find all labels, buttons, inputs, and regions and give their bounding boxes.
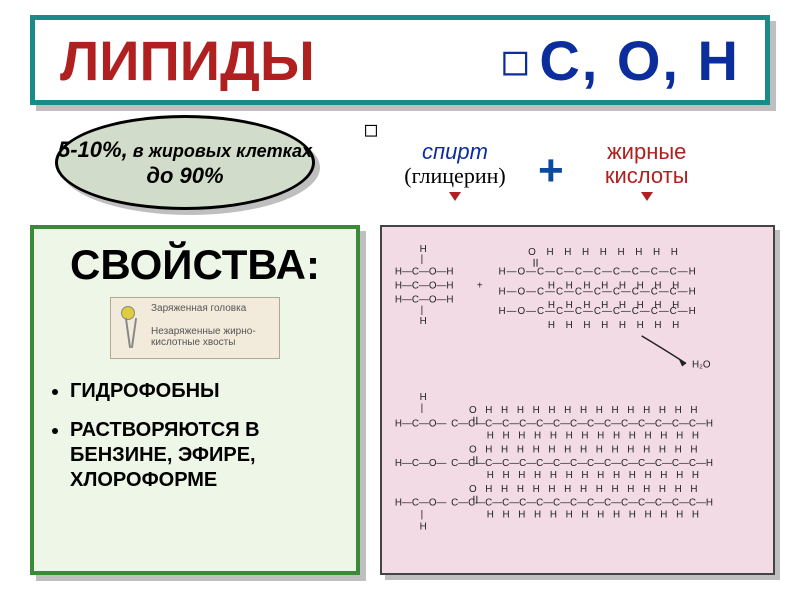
svg-text:O H H H H H H H H H H H H H: O H H H H H H H H H H H H H H	[469, 444, 701, 455]
title-box: ЛИПИДЫ □С, О, Н	[30, 15, 770, 105]
oval-line2: до 90%	[146, 163, 223, 189]
svg-text:H: H	[420, 521, 427, 532]
svg-text:+: +	[477, 280, 483, 291]
list-item: РАСТВОРЯЮТСЯ В БЕНЗИНЕ, ЭФИРЕ, ХЛОРОФОРМ…	[70, 418, 342, 493]
title-square-icon: □	[503, 38, 529, 84]
phospholipid-icon: Заряженная головка Незаряженные жирно-ки…	[110, 297, 280, 359]
svg-text:H—O—C—C—C—C—C—C—C—C—H: H—O—C—C—C—C—C—C—C—C—H	[499, 306, 697, 317]
svg-text:H—C—O—: H—C—O—	[395, 419, 447, 430]
svg-text:|: |	[421, 254, 424, 265]
component-labels: спирт (глицерин) + жирные кислоты	[380, 140, 775, 201]
alcohol-label: спирт (глицерин)	[380, 140, 530, 201]
oval-line1: 5-10%, в жировых клетках	[58, 137, 312, 163]
svg-text:C—C—C—C—C—C—C—C—C—C—C—C—C—C—C—: C—C—C—C—C—C—C—C—C—C—C—C—C—C—C—H	[451, 498, 713, 509]
svg-text:O H H H H H H H H H H H H H: O H H H H H H H H H H H H H H	[469, 484, 701, 495]
svg-text:H H H H H H H H H H H H H H: H H H H H H H H H H H H H H	[487, 509, 702, 520]
svg-text:H H H H H H H H H H H H H H: H H H H H H H H H H H H H H	[487, 470, 702, 481]
svg-text:|: |	[421, 305, 424, 316]
title-elements: □С, О, Н	[503, 28, 740, 93]
reaction-diagram: H | H—C—O—H H—C—O—H H—C—O—H | H + O H H …	[380, 225, 775, 575]
micro-label-head: Заряженная головка	[151, 303, 246, 314]
svg-text:|: |	[421, 509, 424, 520]
svg-text:C—C—C—C—C—C—C—C—C—C—C—C—C—C—C—: C—C—C—C—C—C—C—C—C—C—C—C—C—C—C—H	[451, 419, 713, 430]
fatty-acids-label: жирные кислоты	[572, 140, 722, 201]
svg-text:|: |	[421, 403, 424, 414]
svg-text:C—C—C—C—C—C—C—C—C—C—C—C—C—C—C—: C—C—C—C—C—C—C—C—C—C—C—C—C—C—C—H	[451, 458, 713, 469]
svg-text:H₂O: H₂O	[692, 359, 711, 370]
percentage-oval: 5-10%, в жировых клетках до 90%	[55, 115, 315, 210]
plus-icon: +	[538, 146, 564, 196]
svg-text:H—C—O—: H—C—O—	[395, 458, 447, 469]
properties-box: СВОЙСТВА: Заряженная головка Незаряженны…	[30, 225, 360, 575]
svg-text:O H H H H H H H H H H H H H: O H H H H H H H H H H H H H H	[469, 405, 701, 416]
svg-text:H—C—O—: H—C—O—	[395, 498, 447, 509]
svg-text:H H H H H H H H H H H H H H: H H H H H H H H H H H H H H	[487, 430, 702, 441]
micro-label-tails: Незаряженные жирно-кислотные хвосты	[151, 326, 279, 348]
title-elements-text: С, О, Н	[539, 29, 740, 92]
svg-text:O H H H H H H H H: O H H H H H H H H	[528, 247, 682, 258]
svg-text:H—C—O—H: H—C—O—H	[395, 280, 454, 291]
svg-text:H—C—O—H: H—C—O—H	[395, 267, 454, 278]
svg-text:H H H H H H H H: H H H H H H H H	[548, 320, 683, 331]
title-lipids: ЛИПИДЫ	[60, 28, 315, 93]
properties-title: СВОЙСТВА:	[48, 241, 342, 289]
svg-text:H: H	[420, 316, 427, 327]
triangle-down-icon	[449, 192, 461, 201]
list-item: ГИДРОФОБНЫ	[70, 379, 342, 404]
svg-text:H—C—O—H: H—C—O—H	[395, 294, 454, 305]
svg-text:H—O—C—C—C—C—C—C—C—C—H: H—O—C—C—C—C—C—C—C—C—H	[499, 267, 697, 278]
triangle-down-icon	[641, 192, 653, 201]
properties-list: ГИДРОФОБНЫ РАСТВОРЯЮТСЯ В БЕНЗИНЕ, ЭФИРЕ…	[48, 379, 342, 493]
svg-text:H: H	[420, 392, 427, 403]
eq-symbol-left: □	[365, 117, 377, 141]
svg-text:H—O—C—C—C—C—C—C—C—C—H: H—O—C—C—C—C—C—C—C—C—H	[499, 286, 697, 297]
